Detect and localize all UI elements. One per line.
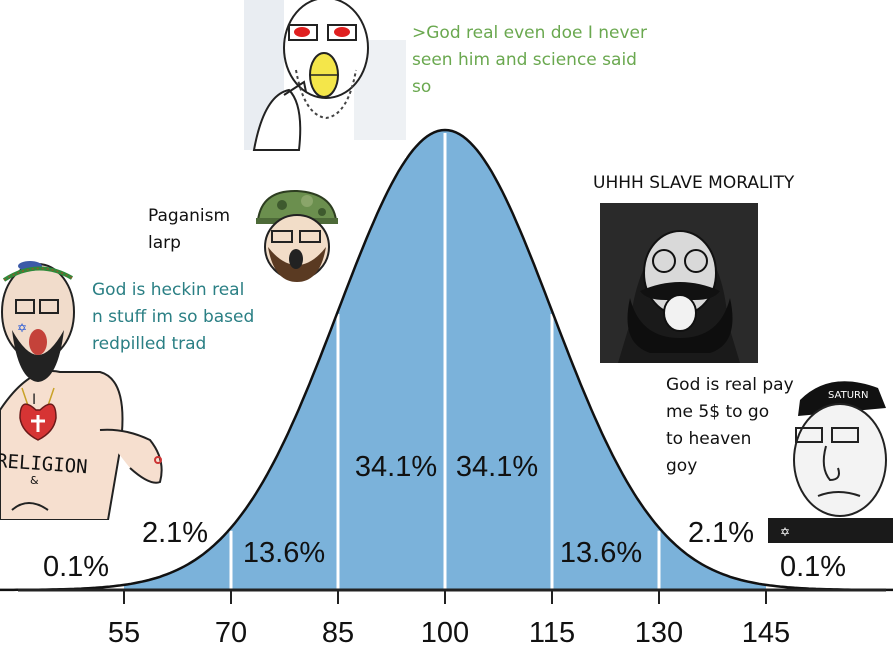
segment-percent-label: 2.1% <box>688 517 754 549</box>
svg-text:✡: ✡ <box>780 525 790 539</box>
x-tick-label: 100 <box>421 617 469 649</box>
caption-right-pay-me: God is real pay me 5$ to go to heaven go… <box>666 375 794 476</box>
segment-percent-labels: 0.1% 2.1% 13.6% 34.1% 34.1% 13.6% 2.1% 0.1% <box>43 451 846 583</box>
caption-left-trad: God is heckin real n stuff im so based r… <box>92 280 255 354</box>
segment-percent-label: 2.1% <box>142 517 208 549</box>
segment-percent-label: 34.1% <box>355 451 437 483</box>
caption-top-atheist: >God real even doe I never seen him and … <box>412 23 648 97</box>
x-tick-label: 145 <box>742 617 790 649</box>
segment-percent-label: 13.6% <box>243 537 325 569</box>
religion-soyjak-image: ✡ I RELIGION & <box>0 260 168 520</box>
x-tick-label: 85 <box>322 617 354 649</box>
segment-percent-label: 0.1% <box>43 551 109 583</box>
x-axis-ticks <box>123 590 767 604</box>
saturn-hat-text: SATURN <box>828 390 868 401</box>
screaming-bearded-man-image <box>600 203 758 363</box>
section-dividers <box>229 133 661 590</box>
caption-right-slave-morality: UHHH SLAVE MORALITY <box>593 173 795 193</box>
segment-percent-label: 13.6% <box>560 537 642 569</box>
bell-curve-line <box>0 128 893 592</box>
segment-percent-label: 0.1% <box>780 551 846 583</box>
x-tick-label: 70 <box>215 617 247 649</box>
x-axis-tick-labels: 55 70 85 100 115 130 145 <box>108 617 790 649</box>
pointing-wojak-image <box>244 0 406 158</box>
caption-left-paganism: Paganism larp <box>148 206 231 253</box>
shirt-amp-text: & <box>30 474 39 487</box>
x-tick-label: 55 <box>108 617 140 649</box>
x-tick-label: 130 <box>635 617 683 649</box>
camo-cap-wojak-image <box>252 185 342 283</box>
svg-text:✡: ✡ <box>17 321 27 335</box>
shirt-i-text: I <box>32 392 36 408</box>
segment-percent-label: 34.1% <box>456 451 538 483</box>
x-tick-label: 115 <box>529 617 575 649</box>
saturn-hat-wojak-image: SATURN ✡ <box>768 368 893 543</box>
